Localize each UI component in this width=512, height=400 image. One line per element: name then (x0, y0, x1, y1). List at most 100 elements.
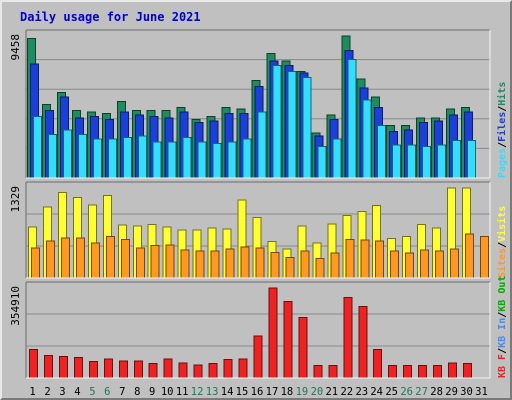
bar-kb-f-day-20 (313, 364, 323, 379)
bar-sites-day-24 (375, 240, 385, 279)
bar-pages-day-27 (422, 146, 432, 179)
legend-visits: Visits (496, 206, 508, 242)
bar-kb-f-day-9 (148, 362, 158, 379)
bar-kb-f-day-26 (403, 364, 413, 379)
day-label-4: 4 (74, 386, 80, 398)
bar-sites-day-15 (240, 246, 250, 279)
max-value-label: 9458 (9, 34, 22, 61)
bar-kb-f-day-16 (253, 335, 263, 379)
max-value-label: 354910 (9, 286, 22, 326)
day-label-22: 22 (340, 386, 353, 398)
bar-pages-day-21 (332, 138, 342, 179)
bar-pages-day-25 (392, 144, 402, 179)
bar-pages-day-13 (212, 143, 222, 179)
bar-sites-day-6 (105, 236, 115, 279)
legend-hits: Hits (496, 82, 508, 106)
bar-kb-f-day-8 (133, 360, 143, 379)
bar-pages-day-14 (227, 141, 237, 179)
bar-sites-day-18 (285, 257, 295, 279)
bar-sites-day-25 (390, 250, 400, 279)
day-label-26: 26 (400, 386, 413, 398)
day-label-13: 13 (206, 386, 219, 398)
day-label-8: 8 (134, 386, 140, 398)
bar-kb-f-day-12 (193, 364, 203, 379)
max-value-label: 1329 (9, 186, 22, 213)
bar-pages-day-30 (467, 140, 476, 179)
day-label-20: 20 (311, 386, 324, 398)
legend-sites: Sites (496, 248, 508, 278)
bar-kb-f-day-14 (223, 359, 233, 379)
day-label-3: 3 (59, 386, 65, 398)
bar-kb-f-day-1 (29, 348, 38, 379)
bar-kb-f-day-25 (388, 364, 398, 379)
legend-separator: / (497, 348, 508, 354)
bar-kb-f-day-18 (283, 300, 293, 379)
bar-sites-day-11 (180, 249, 190, 279)
bar-sites-day-14 (225, 248, 235, 279)
bar-kb-f-day-28 (433, 364, 443, 379)
day-label-10: 10 (161, 386, 174, 398)
bar-sites-day-29 (450, 248, 460, 279)
bar-pages-day-12 (197, 141, 207, 179)
bar-pages-day-5 (92, 138, 102, 179)
bar-pages-day-24 (377, 125, 387, 179)
bar-kb-f-day-11 (178, 362, 188, 379)
bar-pages-day-11 (182, 137, 192, 179)
bar-sites-day-28 (435, 250, 445, 279)
bar-sites-day-5 (90, 242, 100, 279)
bar-sites-day-4 (75, 237, 85, 279)
right-legend: Sites/Visits (496, 206, 508, 278)
legend-kb-out: KB Out (497, 276, 508, 312)
bar-pages-day-15 (242, 138, 252, 179)
bar-kb-f-day-29 (448, 362, 458, 379)
bar-sites-day-16 (255, 247, 265, 279)
bar-sites-day-22 (345, 238, 355, 279)
day-label-12: 12 (191, 386, 204, 398)
bar-sites-day-1 (31, 247, 40, 279)
legend-separator: / (497, 142, 508, 148)
bar-kb-f-day-19 (298, 317, 308, 379)
bar-sites-day-3 (60, 237, 70, 279)
legend-kb-in: KB In (497, 318, 508, 348)
bar-pages-day-4 (77, 134, 87, 179)
bar-sites-day-17 (270, 251, 280, 279)
day-label-15: 15 (236, 386, 249, 398)
bar-pages-day-22 (347, 58, 357, 179)
bar-pages-day-26 (407, 144, 417, 179)
chart-title: Daily usage for June 2021 (20, 10, 201, 24)
day-label-27: 27 (415, 386, 428, 398)
right-legend: Pages/Files/Hits (496, 82, 508, 178)
bar-kb-f-day-10 (163, 358, 173, 379)
bar-kb-f-day-2 (44, 355, 53, 379)
day-label-14: 14 (221, 386, 234, 398)
bar-sites-day-19 (300, 250, 310, 279)
bar-sites-day-21 (330, 252, 340, 279)
bar-pages-day-23 (362, 99, 372, 179)
bar-pages-day-18 (287, 70, 297, 179)
bar-pages-day-16 (257, 111, 267, 179)
day-label-1: 1 (29, 386, 35, 398)
legend-separator: / (497, 242, 508, 248)
day-label-29: 29 (445, 386, 458, 398)
day-label-6: 6 (104, 386, 110, 398)
bar-kb-f-day-27 (418, 364, 428, 379)
bar-pages-day-29 (452, 140, 462, 179)
bar-sites-day-13 (210, 250, 220, 279)
legend-files: Files (496, 112, 508, 142)
bar-sites-day-7 (120, 238, 130, 279)
bar-sites-day-2 (46, 240, 55, 279)
bar-kb-f-day-22 (343, 296, 353, 379)
day-label-2: 2 (44, 386, 50, 398)
bar-kb-f-day-5 (88, 361, 98, 379)
bar-kb-f-day-7 (118, 360, 128, 379)
day-label-9: 9 (149, 386, 155, 398)
bar-sites-day-10 (165, 244, 175, 279)
bar-pages-day-6 (107, 138, 117, 179)
day-label-28: 28 (430, 386, 443, 398)
bar-pages-day-9 (152, 141, 162, 179)
bar-kb-f-day-4 (73, 357, 83, 379)
day-label-7: 7 (119, 386, 125, 398)
